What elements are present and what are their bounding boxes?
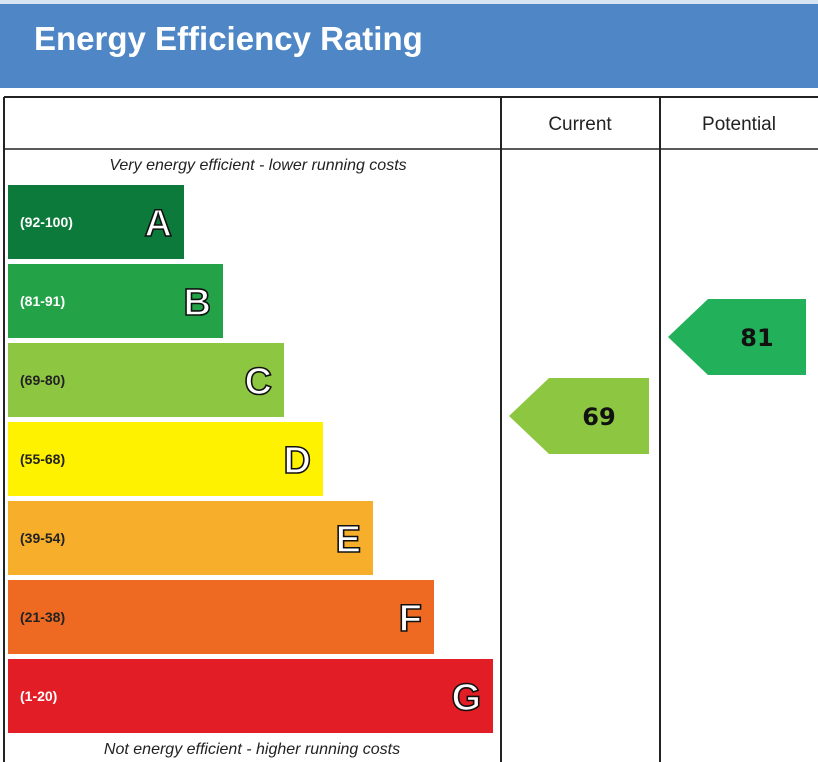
rating-markers: 69 81 (509, 299, 806, 454)
top-caption: Very energy efficient - lower running co… (109, 157, 406, 174)
band-range-label: (21-38) (20, 609, 65, 625)
chart-header: Energy Efficiency Rating (0, 0, 818, 88)
band-bar-e (8, 501, 373, 575)
band-letter: E (336, 519, 361, 561)
band-range-label: (69-80) (20, 372, 65, 388)
band-d: (55-68) D (8, 422, 323, 496)
band-g: (1-20) G (8, 659, 493, 733)
band-range-label: (1-20) (20, 688, 57, 704)
potential-rating-marker-arrow (668, 299, 806, 375)
band-bar-f (8, 580, 434, 654)
band-range-label: (92-100) (20, 214, 73, 230)
band-e: (39-54) E (8, 501, 373, 575)
band-bar-d (8, 422, 323, 496)
potential-rating-marker-value: 81 (740, 324, 773, 352)
band-a: (92-100) A (8, 185, 184, 259)
band-letter: B (184, 282, 211, 324)
chart-title: Energy Efficiency Rating (34, 20, 423, 57)
chart-frame (3, 96, 818, 762)
current-column-header: Current (548, 114, 612, 135)
band-letter: G (451, 677, 481, 719)
bottom-caption: Not energy efficient - higher running co… (104, 741, 400, 758)
current-rating-marker-arrow (509, 378, 649, 454)
band-bar-c (8, 343, 284, 417)
band-range-label: (55-68) (20, 451, 65, 467)
band-bar-a (8, 185, 184, 259)
band-b: (81-91) B (8, 264, 223, 338)
band-letter: D (284, 440, 311, 482)
rating-bands: (92-100) A (81-91) B (69-80) C (55-68) D (39-54)… (8, 185, 493, 733)
potential-column-header: Potential (702, 114, 776, 135)
potential-rating-marker: 81 (668, 299, 806, 375)
band-bar-b (8, 264, 223, 338)
band-letter: F (399, 598, 422, 640)
band-range-label: (39-54) (20, 530, 65, 546)
band-letter: A (145, 203, 172, 245)
band-c: (69-80) C (8, 343, 284, 417)
band-f: (21-38) F (8, 580, 434, 654)
current-rating-marker-value: 69 (582, 403, 615, 431)
current-rating-marker: 69 (509, 378, 649, 454)
band-range-label: (81-91) (20, 293, 65, 309)
band-bar-g (8, 659, 493, 733)
band-letter: C (245, 361, 272, 403)
